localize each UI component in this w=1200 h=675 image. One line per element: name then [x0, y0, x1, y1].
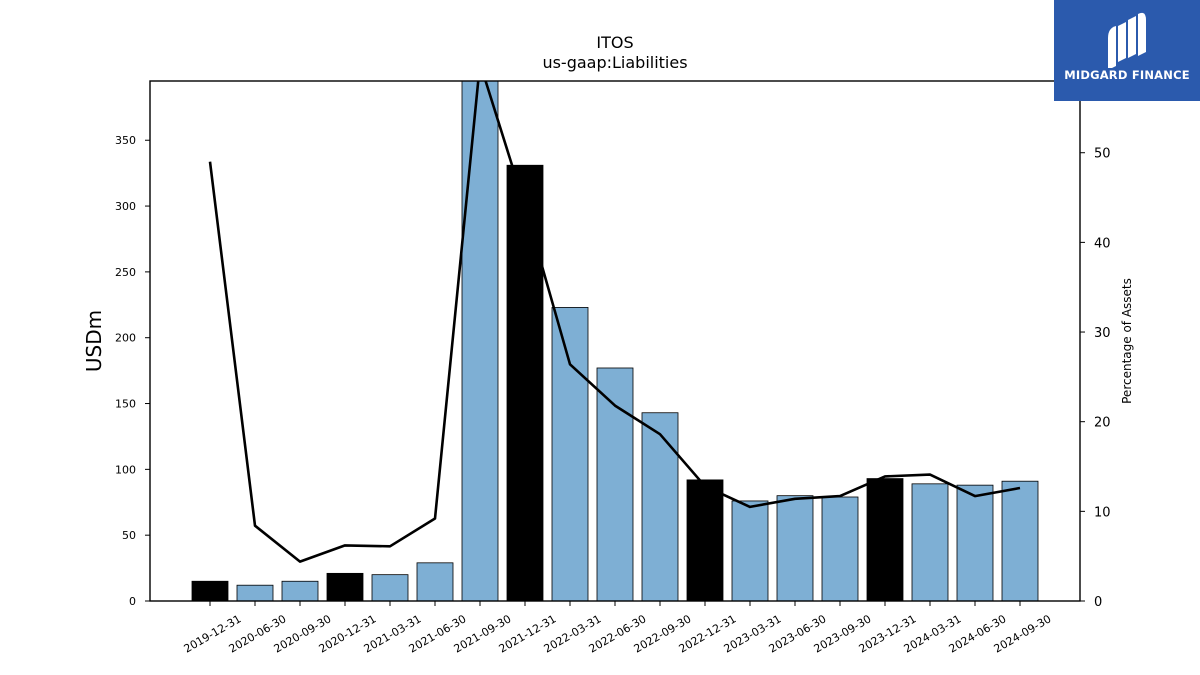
y-tick-label-right: 10: [1094, 505, 1111, 520]
bar-2024-06-30: [956, 484, 994, 602]
y-tick-label: 100: [115, 463, 136, 476]
y-tick-label: 0: [129, 595, 136, 608]
y-ticks-right: 0 10 20 30 40 50: [1080, 147, 1111, 610]
y-tick-label-right: 0: [1094, 595, 1102, 610]
logo-mark-icon: [1108, 12, 1146, 68]
x-ticks: 2019-12-312020-06-302020-09-302020-12-31…: [182, 601, 1054, 656]
bar-2019-12-31: [191, 580, 229, 602]
bar-2021-06-30: [416, 562, 454, 602]
bars: [191, 80, 1039, 602]
y-tick-label: 200: [115, 332, 136, 345]
bar-2022-06-30: [596, 367, 634, 602]
chart-title: ITOS: [596, 33, 633, 52]
y-tick-label: 350: [115, 134, 136, 147]
bar-2020-09-30: [281, 580, 319, 602]
bar-2024-03-31: [911, 483, 949, 602]
bar-2024-09-30: [1001, 480, 1039, 602]
y-tick-label-right: 30: [1094, 326, 1111, 341]
bar-2022-03-31: [551, 307, 589, 602]
bar-2021-12-31: [506, 164, 544, 602]
bar-2022-09-30: [641, 412, 679, 602]
y-tick-label: 50: [122, 529, 136, 542]
y-ticks-left: 0 50 100 150 200 250 300 350: [115, 134, 150, 608]
bar-2023-09-30: [821, 496, 859, 602]
bar-2022-12-31: [686, 479, 724, 602]
bar-2020-06-30: [236, 584, 274, 602]
logo-text: MIDGARD FINANCE: [1064, 68, 1190, 82]
bar-2023-06-30: [776, 495, 814, 602]
percentage-line: [208, 81, 1021, 563]
bar-2020-12-31: [326, 572, 364, 602]
bar-2023-03-31: [731, 500, 769, 602]
y-tick-label: 150: [115, 398, 136, 411]
y-tick-label-right: 40: [1094, 236, 1111, 251]
y-axis-label-right: Percentage of Assets: [1120, 278, 1134, 404]
y-tick-label: 300: [115, 200, 136, 213]
y-tick-label-right: 20: [1094, 416, 1111, 431]
bar-2023-12-31: [866, 478, 904, 602]
chart-subtitle: us-gaap:Liabilities: [542, 53, 687, 72]
bar-2021-03-31: [371, 574, 409, 602]
y-tick-label: 250: [115, 266, 136, 279]
midgard-finance-logo: MIDGARD FINANCE: [1054, 0, 1200, 101]
bar-2021-09-30: [461, 80, 499, 602]
y-tick-label-right: 50: [1094, 147, 1111, 162]
y-axis-label: USDm: [82, 310, 106, 372]
